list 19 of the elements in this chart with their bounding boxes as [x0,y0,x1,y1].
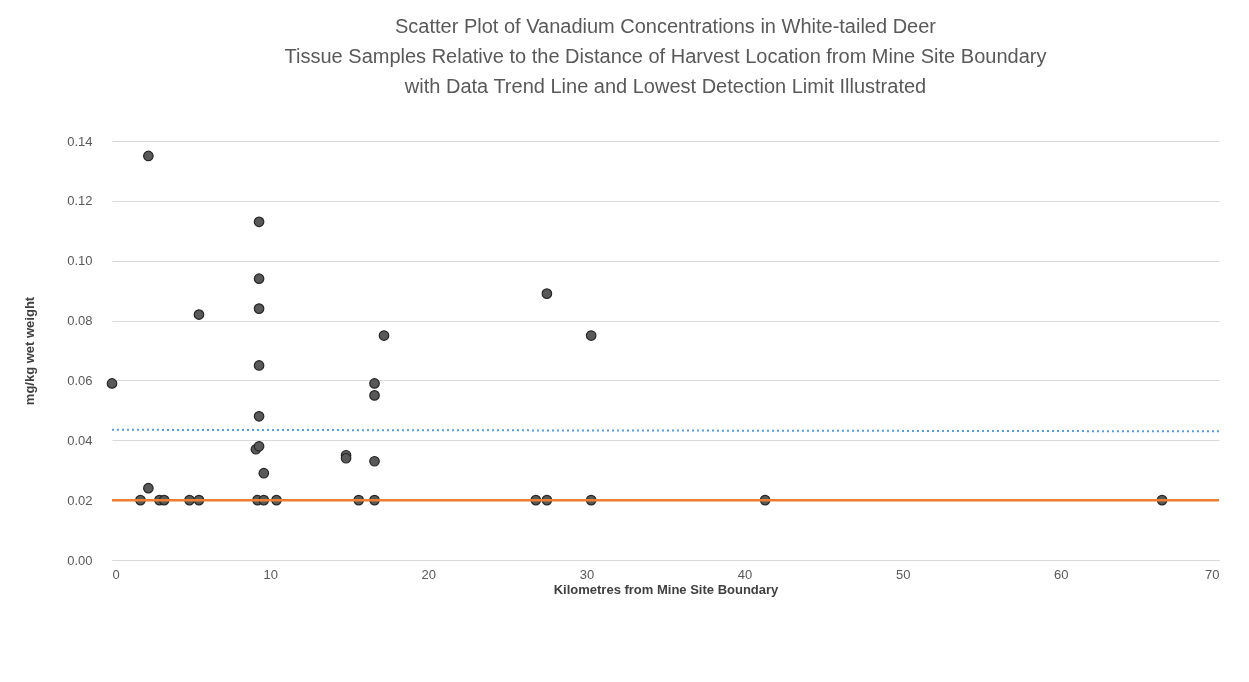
y-tick-label: 0.12 [67,193,93,209]
y-tick-label: 0.06 [67,372,93,388]
y-tick-label: 0.10 [67,253,93,269]
x-tick-label: 40 [737,566,753,582]
x-tick-label: 0 [112,566,120,582]
y-tick-label: 0.08 [67,313,93,329]
y-tick-label: 0.14 [67,133,93,149]
x-tick-label: 70 [1205,566,1220,582]
y-tick-label: 0.00 [67,552,93,568]
chart-title: Scatter Plot of Vanadium Concentrations in White-tailed Deer Tissue Samples Relative to the Distance of Harvest Location from Mine Site Boundary with Data Trend Line and Lowest Detection Limit Illustrated [284,15,1047,97]
x-tick-label: 30 [579,566,595,582]
y-tick-label: 0.04 [67,432,93,448]
x-tick-label: 20 [421,566,437,582]
x-tick-label: 50 [895,566,911,582]
x-tick-label: 10 [263,566,278,582]
x-axis-title: Kilometres from Mine Site Boundary [553,581,780,597]
y-tick-label: 0.02 [67,492,93,508]
x-tick-label: 60 [1054,566,1069,582]
y-axis-title: mg/kg wet weight [22,296,38,406]
